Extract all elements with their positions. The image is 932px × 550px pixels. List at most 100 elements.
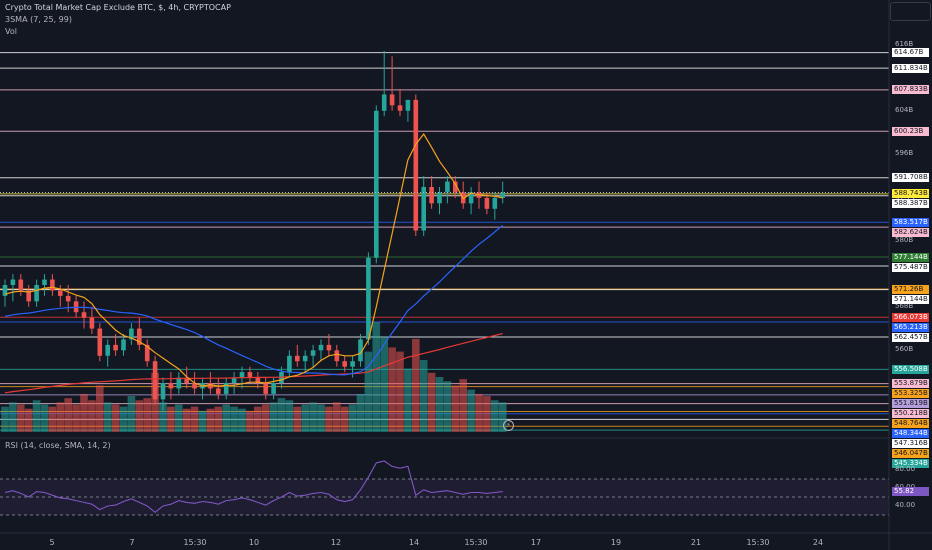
candle-body: [413, 99, 419, 231]
price-tick-label: 560B: [895, 345, 914, 354]
volume-bar: [325, 406, 333, 432]
price-tag[interactable]: 551.819B: [892, 399, 929, 409]
volume-bar: [483, 396, 491, 432]
volume-bar: [348, 404, 357, 432]
candle-body: [113, 344, 118, 351]
volume-bar: [269, 402, 278, 432]
volume-bar: [333, 402, 341, 432]
price-tag[interactable]: 547.316B: [892, 439, 929, 449]
volume-bar: [427, 372, 436, 432]
volume-bar: [443, 381, 452, 432]
volume-bar: [143, 398, 151, 432]
price-tick-label: 616B: [895, 40, 914, 49]
volume-bar: [103, 402, 112, 432]
lightning-icon[interactable]: ⚡: [503, 420, 514, 431]
price-tag[interactable]: 607.833B: [892, 85, 929, 95]
candle-body: [192, 383, 197, 389]
price-tag[interactable]: 545.334B: [892, 459, 929, 469]
volume-bar: [340, 406, 349, 432]
candle-body: [255, 377, 261, 383]
price-tag[interactable]: 550.218B: [892, 409, 929, 419]
price-tag[interactable]: 571.26B: [892, 284, 929, 294]
candle-body: [168, 383, 174, 389]
volume-bar: [32, 400, 41, 432]
volume-bar: [467, 389, 475, 432]
volume-bar: [238, 408, 246, 432]
price-tag[interactable]: 600.23B: [892, 126, 929, 136]
moving-averages: [0, 133, 889, 394]
candle-body: [429, 187, 434, 204]
price-tag[interactable]: 588.743B: [892, 189, 929, 199]
time-axis-label: 17: [530, 538, 542, 547]
candle-body: [208, 383, 213, 389]
price-tag[interactable]: 562.457B: [892, 332, 929, 342]
price-tag[interactable]: 548.344B: [892, 429, 929, 439]
candle-body: [105, 344, 110, 356]
volume-bars: [1, 322, 507, 432]
price-tag[interactable]: 582.624B: [892, 227, 929, 237]
volume-bar: [419, 360, 428, 432]
price-tag[interactable]: 614.67B: [892, 48, 929, 58]
sma-7-line: [4, 133, 503, 387]
price-tag[interactable]: 553.325B: [892, 389, 929, 399]
volume-bar: [380, 336, 388, 432]
top-right-box[interactable]: [890, 2, 931, 21]
volume-bar: [198, 410, 207, 432]
candle-body: [453, 181, 458, 193]
price-tag[interactable]: 611.834B: [892, 63, 929, 73]
horizontal-levels: [0, 52, 889, 431]
price-tag[interactable]: 556.508B: [892, 364, 929, 374]
volume-bar: [396, 351, 404, 432]
candle-body: [10, 279, 16, 285]
sma-legend[interactable]: 3SMA (7, 25, 99): [5, 15, 72, 24]
price-tick-label: 596B: [895, 149, 914, 158]
price-tag[interactable]: 553.879B: [892, 379, 929, 389]
price-tag[interactable]: 588.387B: [892, 199, 929, 209]
time-axis-label: 14: [408, 538, 420, 547]
price-tag[interactable]: 583.517B: [892, 217, 929, 227]
candle-body: [223, 383, 229, 394]
price-tag[interactable]: 546.047B: [892, 449, 929, 459]
volume-bar: [309, 402, 317, 432]
volume-bar: [475, 393, 483, 432]
candle-body: [421, 187, 426, 231]
volume-bar: [72, 404, 80, 432]
volume-bar: [206, 408, 215, 432]
price-tag[interactable]: 591.708B: [892, 173, 929, 183]
candle-body: [184, 377, 189, 383]
candle-body: [97, 328, 103, 356]
time-axis-label: 15:30: [464, 538, 488, 547]
candle-body: [500, 192, 505, 198]
candle-body: [271, 383, 276, 394]
price-tag[interactable]: 548.764B: [892, 419, 929, 429]
candle-body: [18, 279, 24, 291]
candle-body: [389, 94, 395, 106]
candle-body: [374, 110, 379, 258]
volume-bar: [285, 400, 294, 432]
rsi-pane: [0, 460, 889, 516]
candle-body: [358, 339, 363, 362]
candle-body: [121, 339, 126, 351]
candle-body: [263, 383, 268, 394]
price-tag[interactable]: 565.213B: [892, 322, 929, 332]
candle-body: [89, 317, 95, 329]
rsi-current-tag: 55.82: [892, 487, 929, 497]
candle-body: [160, 383, 166, 400]
price-tag[interactable]: 577.144B: [892, 252, 929, 262]
candle-body: [484, 197, 490, 209]
candle-body: [2, 285, 8, 296]
price-tick-label: 604B: [895, 105, 914, 114]
candle-body: [326, 344, 332, 351]
volume-bar: [301, 404, 309, 432]
price-tag[interactable]: 566.073B: [892, 312, 929, 322]
volume-bar: [111, 404, 120, 432]
volume-bar: [175, 404, 183, 432]
candle-body: [58, 290, 63, 296]
time-axis-label: 21: [690, 538, 702, 547]
price-tag[interactable]: 571.144B: [892, 294, 929, 304]
volume-legend[interactable]: Vol: [5, 27, 17, 36]
rsi-legend[interactable]: RSI (14, close, SMA, 14, 2): [5, 441, 111, 450]
price-tag[interactable]: 575.487B: [892, 262, 929, 272]
rsi-line: [4, 460, 503, 514]
